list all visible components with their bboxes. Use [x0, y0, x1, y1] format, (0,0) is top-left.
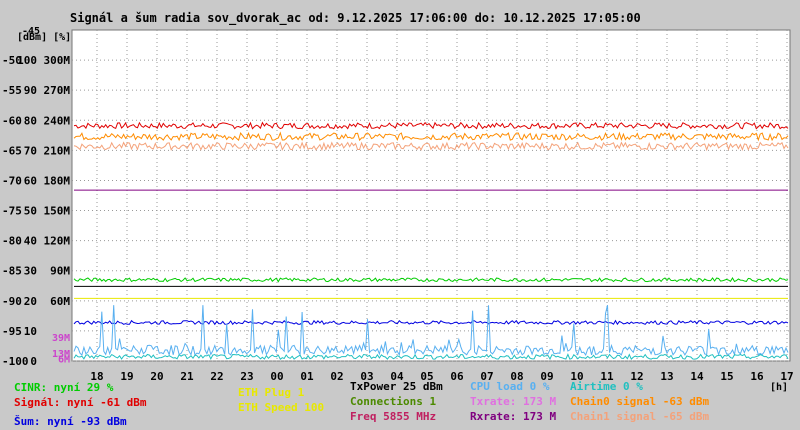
y-tick-pct: 100	[17, 54, 37, 67]
x-tick-label: 05	[420, 370, 433, 383]
legend-entry: ETH Plug 1	[238, 386, 305, 399]
y-tick-rate: 120M	[44, 235, 71, 248]
x-tick-label: 14	[690, 370, 704, 383]
y-tick-pct: 90	[24, 84, 37, 97]
y-tick-rate: 90M	[50, 265, 70, 278]
legend-entry: Connections 1	[350, 395, 436, 408]
y-tick-rate: 60M	[50, 295, 70, 308]
x-tick-label: 16	[750, 370, 764, 383]
y-tick-pct: 20	[24, 295, 37, 308]
y-tick-group: -100 0 -95 10 -90 20 60M -85 30 90M -80 40 120M -75 50…	[2, 26, 70, 368]
legend-entry: TxPower 25 dBm	[350, 380, 443, 393]
x-axis-unit: [h]	[770, 382, 788, 393]
y-tick-rate: 180M	[44, 174, 71, 187]
y-tick-dbm: -100	[2, 355, 29, 368]
series-line-cinr	[73, 277, 789, 283]
y-tick-rate: 210M	[44, 144, 71, 157]
y-tick-pct: 10	[24, 325, 37, 338]
y-tick-dbm: -85	[2, 265, 22, 278]
y-tick-rate-low: 39M	[52, 333, 70, 344]
plot-grid	[71, 29, 791, 362]
x-tick-label: 15	[720, 370, 733, 383]
x-tick-label: 00	[270, 370, 283, 383]
x-tick-label: 12	[630, 370, 643, 383]
x-tick-label: 20	[150, 370, 163, 383]
legend-entry: Signál: nyní -61 dBm	[14, 396, 147, 409]
y-tick-pct: 50	[24, 205, 37, 218]
y-tick-rate: 240M	[44, 114, 71, 127]
series-line-chain1-signal	[73, 141, 789, 152]
legend: CINR: nyní 29 % Signál: nyní -61 dBm Šum: …	[14, 380, 709, 428]
legend-entry: Šum: nyní -93 dBm	[14, 415, 127, 428]
x-tick-label: 22	[210, 370, 223, 383]
series-line-sign-l	[73, 121, 789, 130]
y-tick-rate: 150M	[44, 205, 71, 218]
legend-entry: Chain0 signal -63 dBm	[570, 395, 709, 408]
legend-entry: CPU load 0 %	[470, 380, 550, 393]
x-tick-group: 18 19 20 21 22 23 00 01 02 03 04 05 06 07 08 09 10 11 12 13…	[90, 370, 793, 383]
y-tick-dbm: -70	[2, 174, 22, 187]
y-tick-pct: 40	[24, 235, 37, 248]
x-tick-label: 07	[480, 370, 493, 383]
x-tick-label: 04	[390, 370, 404, 383]
legend-entry: CINR: nyní 29 %	[14, 381, 114, 394]
legend-entry: ETH Speed 100	[238, 401, 324, 414]
y-tick-dbm: -55	[2, 84, 22, 97]
y-tick-rate-low: 6M	[58, 355, 70, 366]
legend-entry: Chain1 signal -65 dBm	[570, 410, 709, 423]
y-tick-dbm: -90	[2, 295, 22, 308]
series-line-chain0-signal	[73, 131, 789, 142]
x-tick-label: 06	[450, 370, 464, 383]
x-tick-label: 23	[240, 370, 253, 383]
series-line-cpu-load	[73, 304, 789, 357]
chart-title: Signál a šum radia sov_dvorak_ac od: 9.1…	[70, 11, 641, 26]
y-tick-rate: 270M	[44, 84, 71, 97]
y-tick-pct: 60	[24, 174, 37, 187]
y-tick-pct: 80	[24, 114, 37, 127]
y-tick-rate: 300M	[44, 54, 71, 67]
x-tick-label: 18	[90, 370, 103, 383]
x-tick-label: 17	[780, 370, 793, 383]
x-tick-label: 09	[540, 370, 553, 383]
legend-entry: Rxrate: 173 M	[470, 410, 556, 423]
y-tick-dbm: -65	[2, 144, 22, 157]
x-tick-label: 19	[120, 370, 133, 383]
y-tick-dbm: -80	[2, 235, 22, 248]
plot-area	[71, 29, 791, 362]
y-tick-dbm: -75	[2, 205, 22, 218]
series-line--um	[73, 319, 789, 326]
series-group	[73, 121, 789, 361]
x-tick-label: 03	[360, 370, 373, 383]
y-tick-pct: 70	[24, 144, 37, 157]
x-tick-label: 11	[600, 370, 614, 383]
legend-entry: Airtime 0 %	[570, 380, 643, 393]
y-tick-pct: 0	[30, 355, 37, 368]
x-tick-label: 21	[180, 370, 194, 383]
legend-entry: Txrate: 173 M	[470, 395, 556, 408]
x-tick-label: 10	[570, 370, 583, 383]
y-tick-dbm: -95	[2, 325, 22, 338]
y-tick-rate-low: 13M	[52, 349, 70, 360]
legend-entry: Freq 5855 MHz	[350, 410, 436, 423]
y-tick-top: -45	[22, 26, 40, 37]
x-tick-label: 02	[330, 370, 343, 383]
series-line-airtime	[73, 353, 789, 361]
y-axis-label: [dBm] [%]	[17, 32, 71, 43]
y-tick-dbm: -50	[2, 54, 22, 67]
y-tick-pct: 30	[24, 265, 37, 278]
x-tick-label: 01	[300, 370, 314, 383]
x-tick-label: 13	[660, 370, 673, 383]
y-tick-dbm: -60	[2, 114, 22, 127]
x-tick-label: 08	[510, 370, 523, 383]
